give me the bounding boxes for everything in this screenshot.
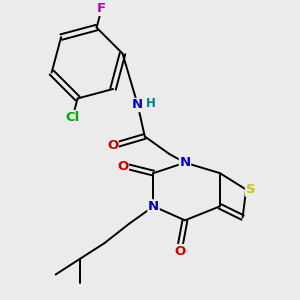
Text: O: O	[117, 160, 128, 172]
Text: H: H	[146, 97, 156, 110]
Text: N: N	[179, 156, 191, 169]
Text: N: N	[132, 98, 143, 112]
Text: Cl: Cl	[65, 111, 80, 124]
Text: O: O	[107, 139, 118, 152]
Text: S: S	[245, 183, 255, 196]
Text: F: F	[97, 2, 106, 16]
Text: N: N	[148, 200, 159, 213]
Text: O: O	[174, 244, 185, 258]
